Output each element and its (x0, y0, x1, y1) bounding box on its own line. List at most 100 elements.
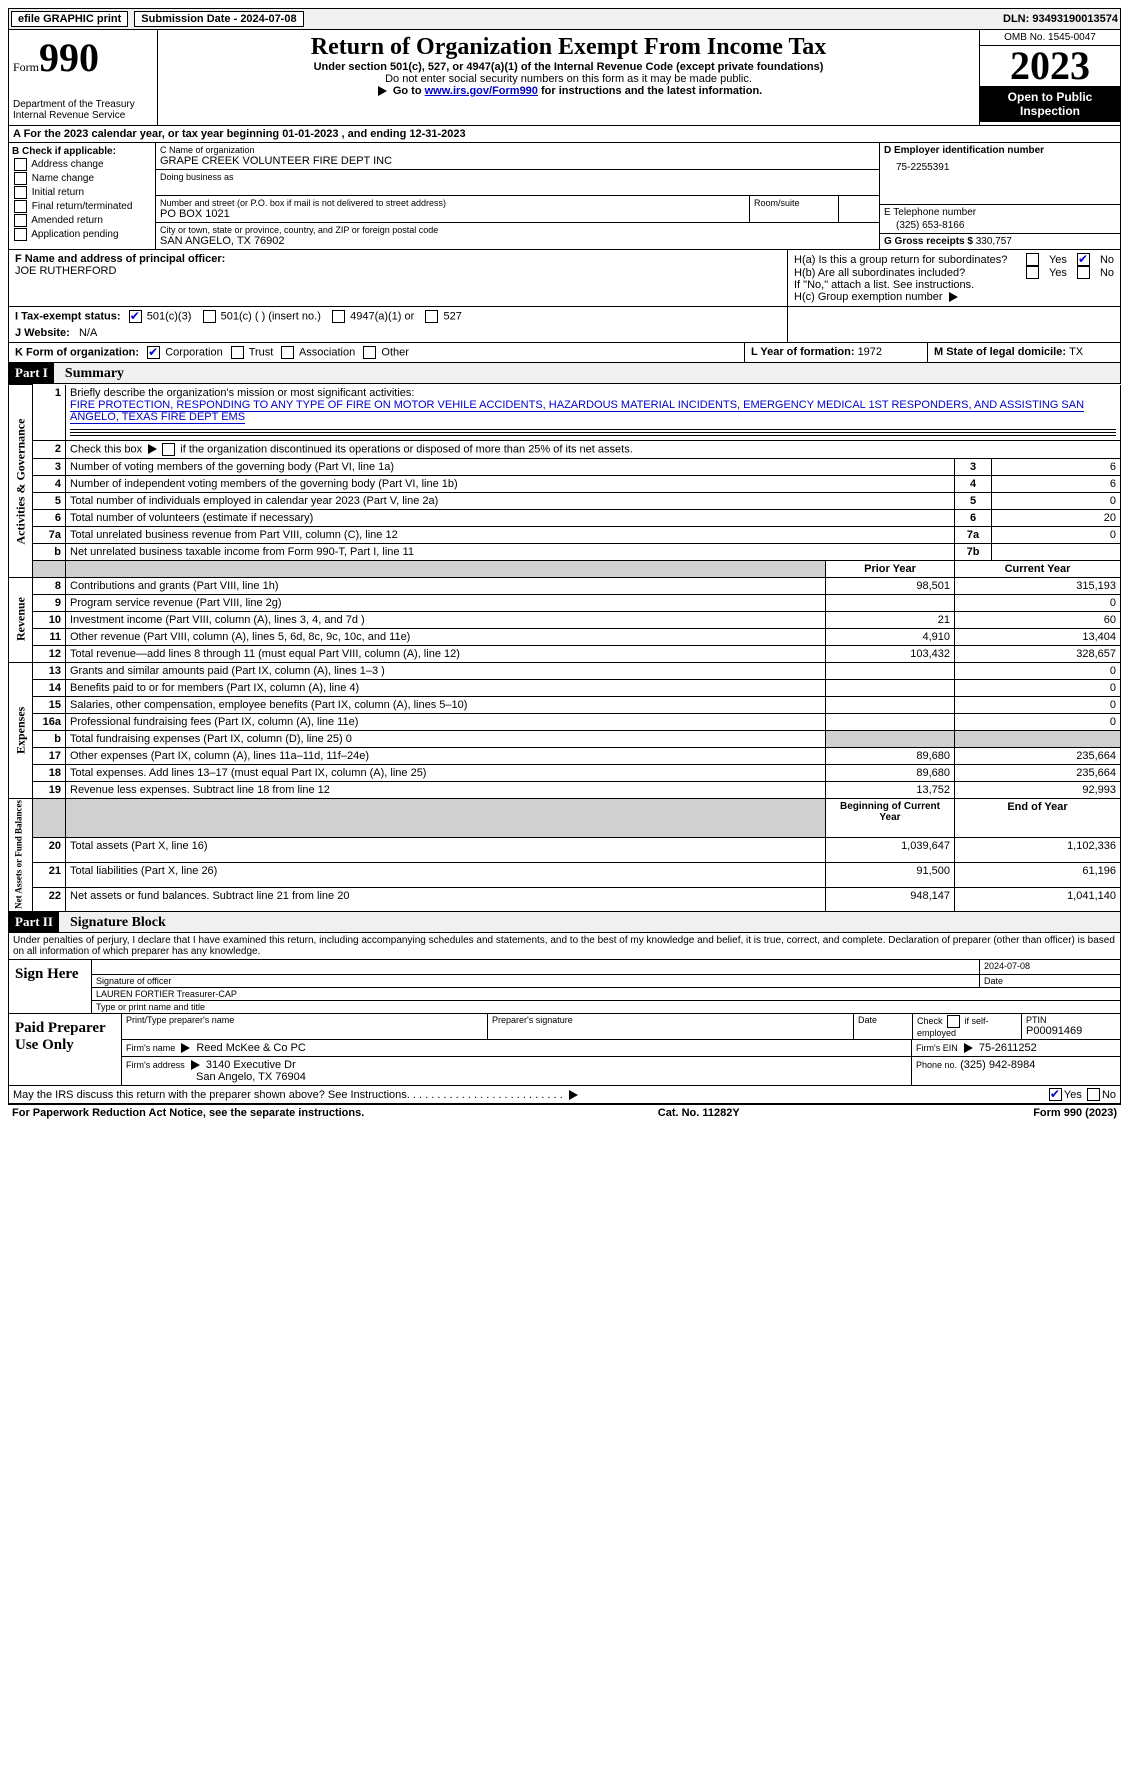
discuss-text: May the IRS discuss this return with the… (13, 1089, 410, 1101)
part2-title: Signature Block (62, 915, 166, 930)
firm-ein: 75-2611252 (979, 1042, 1037, 1054)
line-21: 21Total liabilities (Part X, line 26)91,… (9, 862, 1121, 887)
section-ij: I Tax-exempt status: 501(c)(3) 501(c) ( … (8, 307, 1121, 343)
cb-self-employed[interactable] (947, 1015, 960, 1028)
phone-value: (325) 653-8166 (884, 218, 1116, 231)
year-formation: 1972 (858, 346, 882, 358)
part1-bar: Part I Summary (8, 363, 1121, 384)
sign-date: 2024-07-08 (980, 960, 1120, 972)
arrow-icon (569, 1090, 578, 1100)
row-a-tax-year: A For the 2023 calendar year, or tax yea… (8, 126, 1121, 143)
footer-right: Form 990 (2023) (1033, 1107, 1117, 1119)
section-bcdeg: B Check if applicable: Address change Na… (8, 143, 1121, 250)
cb-discontinued[interactable] (162, 443, 175, 456)
line-7b: bNet unrelated business taxable income f… (9, 543, 1121, 560)
arrow-icon (191, 1060, 200, 1070)
submission-date-button[interactable]: Submission Date - 2024-07-08 (134, 11, 303, 27)
city-label: City or town, state or province, country… (160, 225, 875, 235)
cb-assoc[interactable] (281, 346, 294, 359)
firm-name: Reed McKee & Co PC (196, 1042, 305, 1054)
line-5: 5Total number of individuals employed in… (9, 492, 1121, 509)
state-domicile: TX (1069, 346, 1083, 358)
ptin-label: PTIN (1026, 1015, 1116, 1025)
line-11: 11Other revenue (Part VIII, column (A), … (9, 628, 1121, 645)
line-14: 14Benefits paid to or for members (Part … (9, 679, 1121, 696)
part1-title: Summary (57, 366, 124, 381)
arrow-icon (964, 1043, 973, 1053)
cb-501c3[interactable] (129, 310, 142, 323)
cb-address-change[interactable]: Address change (12, 158, 152, 171)
m-label: M State of legal domicile: (934, 346, 1069, 358)
discuss-no[interactable] (1087, 1088, 1100, 1101)
summary-table: Activities & Governance 1 Briefly descri… (8, 384, 1121, 912)
self-employed-label: Check if self-employed (913, 1014, 1022, 1039)
prep-sig-label: Preparer's signature (492, 1015, 849, 1025)
l-label: L Year of formation: (751, 346, 858, 358)
ha-yes[interactable] (1026, 253, 1039, 266)
cb-trust[interactable] (231, 346, 244, 359)
vlabel-rev: Revenue (9, 577, 33, 662)
cb-corp[interactable] (147, 346, 160, 359)
box-b-title: B Check if applicable: (12, 146, 152, 157)
cb-final-return[interactable]: Final return/terminated (12, 200, 152, 213)
prep-date-label: Date (858, 1015, 908, 1025)
gross-receipts-value: 330,757 (976, 236, 1012, 247)
org-name-label: C Name of organization (160, 145, 875, 155)
hc-label: H(c) Group exemption number (794, 291, 1114, 303)
line-17: 17Other expenses (Part IX, column (A), l… (9, 747, 1121, 764)
dln-label: DLN: 93493190013574 (1003, 13, 1118, 25)
line-18: 18Total expenses. Add lines 13–17 (must … (9, 764, 1121, 781)
perjury-text: Under penalties of perjury, I declare th… (8, 933, 1121, 960)
dept-label: Department of the Treasury (13, 99, 153, 110)
footer-mid: Cat. No. 11282Y (658, 1107, 740, 1119)
k-label: K Form of organization: (15, 346, 139, 358)
cb-527[interactable] (425, 310, 438, 323)
dba-label: Doing business as (160, 172, 875, 182)
col-end: End of Year (955, 798, 1121, 837)
phone-label: E Telephone number (884, 207, 1116, 218)
firm-ein-label: Firm's EIN (916, 1043, 958, 1053)
officer-name-title: LAUREN FORTIER Treasurer-CAP (92, 987, 1120, 1000)
i-label: I Tax-exempt status: (15, 310, 121, 322)
vlabel-exp: Expenses (9, 662, 33, 798)
discuss-yes[interactable] (1049, 1088, 1062, 1101)
subtitle-2: Do not enter social security numbers on … (164, 73, 973, 85)
firm-addr1: 3140 Executive Dr (206, 1059, 296, 1071)
ha-no[interactable] (1077, 253, 1090, 266)
cb-initial-return[interactable]: Initial return (12, 186, 152, 199)
vlabel-ag: Activities & Governance (9, 385, 33, 578)
sig-date-label: Date (980, 975, 1120, 987)
efile-button[interactable]: efile GRAPHIC print (11, 11, 128, 27)
line-7a: 7aTotal unrelated business revenue from … (9, 526, 1121, 543)
room-label: Room/suite (754, 198, 834, 208)
cb-amended-return[interactable]: Amended return (12, 214, 152, 227)
discuss-row: May the IRS discuss this return with the… (8, 1086, 1121, 1104)
form-number: 990 (39, 35, 99, 80)
top-bar: efile GRAPHIC print Submission Date - 20… (8, 8, 1121, 30)
ha-label: H(a) Is this a group return for subordin… (794, 254, 1016, 266)
cb-name-change[interactable]: Name change (12, 172, 152, 185)
firm-addr-label: Firm's address (126, 1060, 185, 1070)
subtitle-3: Go to www.irs.gov/Form990 for instructio… (164, 85, 973, 97)
q1-label: Briefly describe the organization's miss… (70, 387, 414, 399)
org-name: GRAPE CREEK VOLUNTEER FIRE DEPT INC (160, 155, 875, 167)
part2-bar: Part II Signature Block (8, 912, 1121, 933)
firm-name-label: Firm's name (126, 1043, 175, 1053)
col-current: Current Year (955, 560, 1121, 577)
hb-no[interactable] (1077, 266, 1090, 279)
addr-label: Number and street (or P.O. box if mail i… (160, 198, 745, 208)
arrow-icon (148, 444, 157, 454)
line-4: 4Number of independent voting members of… (9, 475, 1121, 492)
cb-501c[interactable] (203, 310, 216, 323)
irs-link[interactable]: www.irs.gov/Form990 (425, 85, 538, 97)
cb-application-pending[interactable]: Application pending (12, 228, 152, 241)
hb-label: H(b) Are all subordinates included? (794, 267, 1016, 279)
firm-phone: (325) 942-8984 (960, 1059, 1035, 1071)
sig-officer-label: Signature of officer (92, 975, 979, 987)
hb-yes[interactable] (1026, 266, 1039, 279)
form-title: Return of Organization Exempt From Incom… (164, 34, 973, 61)
cb-other[interactable] (363, 346, 376, 359)
cb-4947[interactable] (332, 310, 345, 323)
col-prior: Prior Year (826, 560, 955, 577)
line-16a: 16aProfessional fundraising fees (Part I… (9, 713, 1121, 730)
